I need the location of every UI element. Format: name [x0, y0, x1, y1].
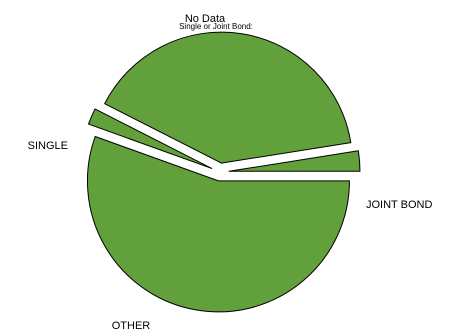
pie-slice-no-data	[228, 150, 361, 172]
chart-title: Single or Joint Bond:	[179, 22, 253, 31]
slice-label-joint-bond: JOINT BOND	[366, 199, 432, 211]
slice-label-other: OTHER	[112, 320, 151, 330]
labels-layer: JOINT BOND OTHER SINGLE No Data	[28, 13, 433, 332]
pie-slice-single	[104, 31, 352, 164]
slice-label-no-data: No Data	[185, 13, 226, 25]
slice-label-single: SINGLE	[28, 140, 68, 152]
slices-layer	[86, 31, 361, 313]
pie-slice-other	[87, 108, 213, 169]
pie-slice-joint-bond	[86, 135, 350, 313]
